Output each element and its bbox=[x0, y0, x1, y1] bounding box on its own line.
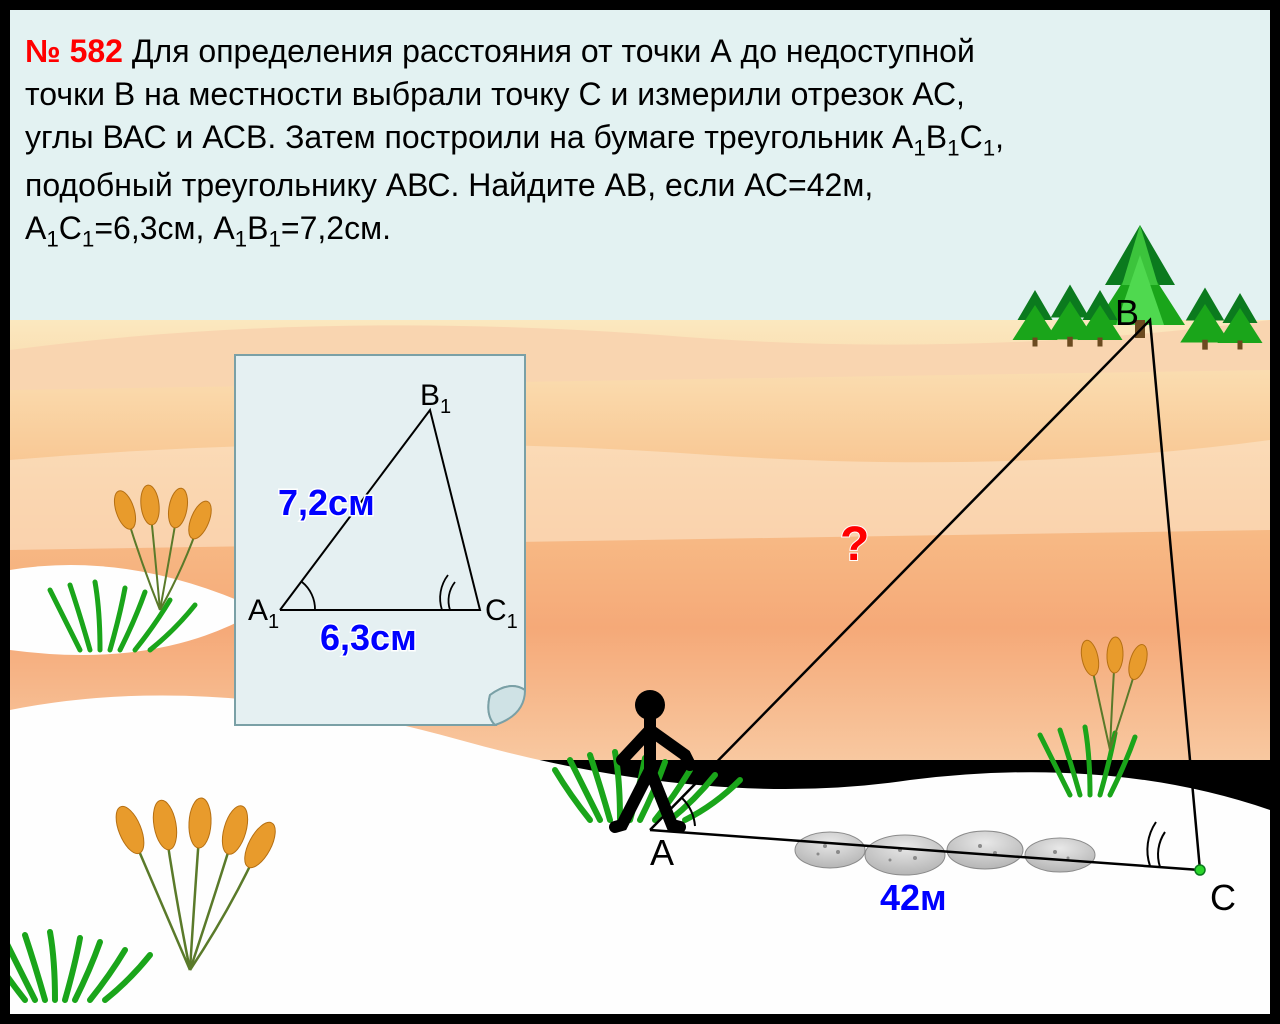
problem-body: Для определения расстояния от точки А до… bbox=[25, 33, 1004, 246]
side-a1b1-label: 7,2см 7,2см bbox=[278, 482, 375, 523]
slide: B A C 42м 42м ? № 582 Для определения ра… bbox=[10, 10, 1270, 1014]
side-ac-label: 42м 42м bbox=[880, 877, 947, 918]
svg-text:6,3см: 6,3см bbox=[320, 617, 417, 658]
paper-bg bbox=[235, 355, 525, 725]
vertex-a-label: A bbox=[650, 832, 674, 873]
svg-text:42м: 42м bbox=[880, 877, 947, 918]
paper-sheet: A1 B1 C1 7,2см 7,2см 6,3см 6,3см bbox=[230, 350, 530, 730]
vertex-c-label: C bbox=[1210, 877, 1236, 918]
vertex-b-label: B bbox=[1115, 292, 1139, 333]
problem-number: № 582 bbox=[25, 33, 123, 69]
side-a1c1-label: 6,3см 6,3см bbox=[320, 617, 417, 658]
svg-text:7,2см: 7,2см bbox=[278, 482, 375, 523]
question-mark: ? bbox=[840, 518, 869, 571]
paper-curl bbox=[488, 686, 525, 725]
problem-text: № 582 Для определения расстояния от точк… bbox=[25, 30, 1025, 255]
